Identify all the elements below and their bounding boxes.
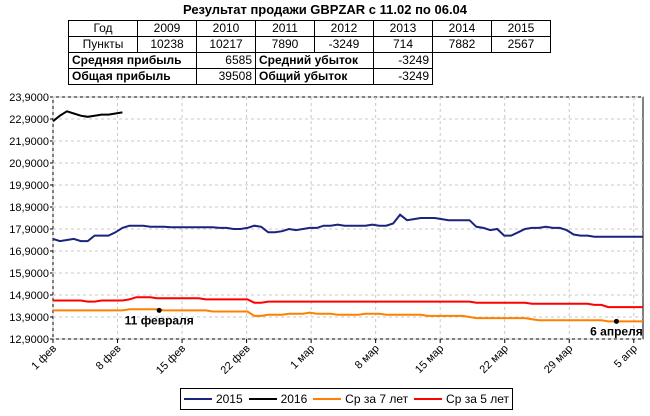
y-tick-label: 12,9000 <box>9 334 49 346</box>
y-tick-label: 22,9000 <box>9 114 49 126</box>
legend-label: Ср за 5 лет <box>446 392 510 406</box>
legend-label: Ср за 7 лет <box>345 392 409 406</box>
x-tick-label: 8 фев <box>94 343 124 373</box>
x-tick-label: 22 фев <box>219 343 253 377</box>
legend-swatch <box>183 398 212 400</box>
total-loss-label: Общий убыток <box>255 68 374 85</box>
series-line-Ср-за-5-лет <box>53 296 643 309</box>
x-tick-label: 1 мар <box>288 343 317 372</box>
table-row: Пункты 10238 10217 7890 -3249 714 7882 2… <box>68 36 551 53</box>
legend-swatch <box>414 398 443 400</box>
table-cell: Пункты <box>68 36 138 53</box>
table-cell: 2013 <box>373 20 433 37</box>
chart-title: Результат продажи GBPZAR с 11.02 по 06.0… <box>182 2 468 17</box>
marker-label: 6 апреля <box>590 324 643 338</box>
total-loss-value: -3249 <box>373 68 433 85</box>
legend-item-2015: 2015 <box>183 392 243 406</box>
table-cell: 10238 <box>137 36 197 53</box>
table-cell: 2567 <box>491 36 551 53</box>
legend-label: 2016 <box>280 392 308 406</box>
y-tick-label: 18,9000 <box>9 202 49 214</box>
marker-label: 11 февраля <box>125 313 194 327</box>
table-row: Средняя прибыль 6585 Средний убыток -324… <box>68 52 551 69</box>
y-tick-label: 23,9000 <box>9 92 49 104</box>
avg-loss-value: -3249 <box>373 52 433 69</box>
legend-swatch <box>248 398 277 400</box>
series-line-2015 <box>52 213 643 243</box>
table-cell: 2015 <box>491 20 551 37</box>
total-profit-label: Общая прибыль <box>68 68 197 85</box>
x-tick-label: 15 мар <box>413 343 446 376</box>
x-tick-label: 8 мар <box>353 343 382 372</box>
y-tick-label: 14,9000 <box>9 290 49 302</box>
legend-label: 2015 <box>215 392 243 406</box>
legend-swatch <box>313 398 342 400</box>
x-tick-label: 1 фев <box>29 343 59 373</box>
table-cell: 2009 <box>137 20 197 37</box>
y-tick-label: 21,9000 <box>9 136 49 148</box>
y-tick-label: 13,9000 <box>9 312 49 324</box>
x-tick-label: 22 мар <box>478 343 511 376</box>
legend-item-avg7: Ср за 7 лет <box>313 392 408 406</box>
series-line-Ср-за-7-лет <box>53 308 643 323</box>
y-tick-label: 16,9000 <box>9 246 49 258</box>
x-tick-label: 29 мар <box>542 343 575 376</box>
total-profit-value: 39508 <box>196 68 256 85</box>
y-tick-label: 17,9000 <box>9 224 49 236</box>
marker-point <box>156 307 162 313</box>
legend-item-avg5: Ср за 5 лет <box>414 392 509 406</box>
series-line-2016 <box>52 110 123 122</box>
chart-legend: 2015 2016 Ср за 7 лет Ср за 5 лет <box>180 388 513 410</box>
y-tick-label: 20,9000 <box>9 158 49 170</box>
table-row: Год 2009 2010 2011 2012 2013 2014 2015 <box>68 20 551 37</box>
x-tick-label: 5 апр <box>612 343 640 371</box>
stats-table: Год 2009 2010 2011 2012 2013 2014 2015 П… <box>68 20 551 85</box>
plot-frame <box>52 96 644 340</box>
y-tick-label: 15,9000 <box>9 268 49 280</box>
marker-point <box>613 318 619 324</box>
table-cell: 7882 <box>432 36 492 53</box>
table-row: Общая прибыль 39508 Общий убыток -3249 <box>68 68 551 85</box>
legend-item-2016: 2016 <box>248 392 308 406</box>
x-tick-label: 15 фев <box>154 343 188 377</box>
y-tick-label: 19,9000 <box>9 180 49 192</box>
